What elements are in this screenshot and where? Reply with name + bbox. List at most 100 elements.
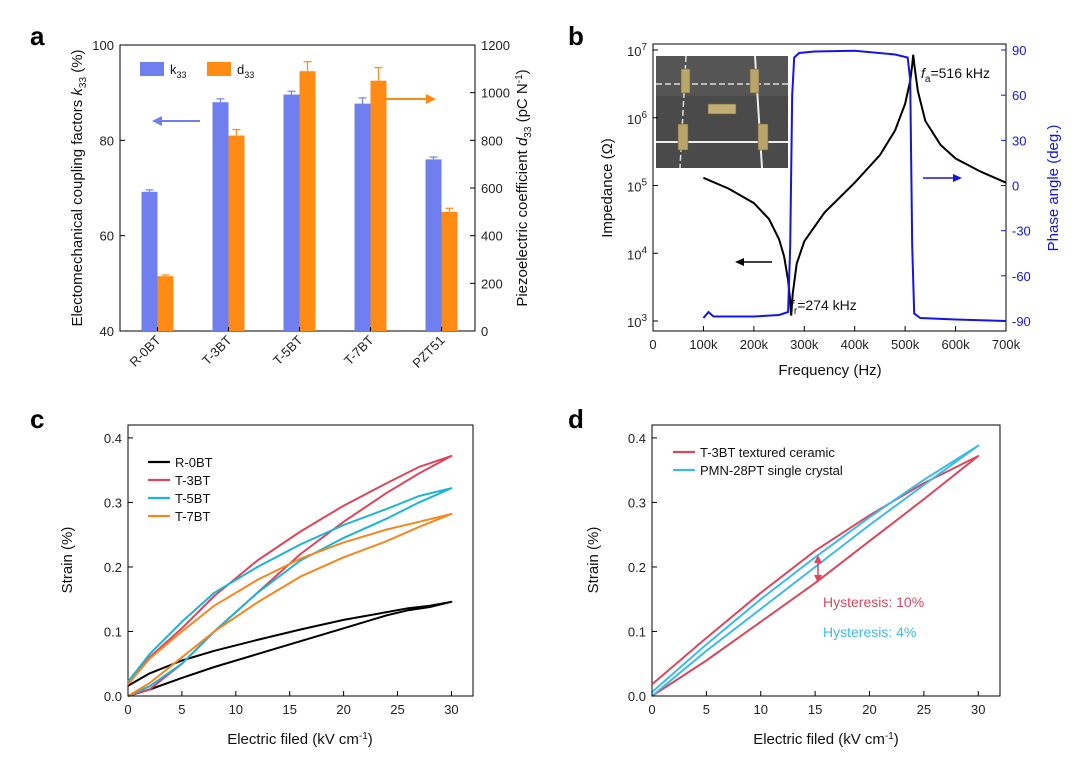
ytick-left-label-80: 80 <box>100 133 114 148</box>
xtick-label-600k: 600k <box>941 337 970 352</box>
ytick-right-label-1200: 1200 <box>481 38 510 53</box>
panel-d-ylabel: Strain (%) <box>585 527 602 594</box>
annotation-fa: fa=516 kHz <box>921 65 990 85</box>
arrow-left-axis <box>152 116 200 126</box>
xtick-label-300k: 300k <box>790 337 819 352</box>
xtick-label-10: 10 <box>229 702 243 717</box>
bar-k33-T-3BT <box>212 102 229 331</box>
panel-b-ylabel-left: Impedance (Ω) <box>599 138 616 238</box>
ytick-right-label-1000: 1000 <box>481 86 510 101</box>
panel-label-b: b <box>568 21 584 51</box>
xtick-label-15: 15 <box>808 702 822 717</box>
xtick-label-400k: 400k <box>841 337 870 352</box>
bar-k33-PZT51 <box>425 159 442 331</box>
ytick-label-0.4: 0.4 <box>104 431 122 446</box>
ytick-right-label--90: -90 <box>1012 314 1031 329</box>
panel-a-bars <box>141 61 458 331</box>
panel-c-ylabel: Strain (%) <box>59 527 76 594</box>
panel-d-axes: 0 5 10 15 20 25 30 0.0 0.1 0.2 0.3 0.4 <box>628 431 986 717</box>
panel-a: a R-0BT T-3BT T-5BT T-7BT PZT514060801000200… <box>30 21 534 371</box>
panel-d-plot <box>651 444 980 697</box>
xtick-label-25: 25 <box>390 702 404 717</box>
ytick-left-label-1e3: 103 <box>627 313 647 330</box>
bar-d33-T-5BT <box>299 71 316 331</box>
xtick-label-700k: 700k <box>992 337 1021 352</box>
bar-k33-T-5BT <box>283 94 300 331</box>
ytick-left-label-1e6: 106 <box>627 110 647 127</box>
ytick-left-label-100: 100 <box>92 38 114 53</box>
ytick-right-label-200: 200 <box>481 276 503 291</box>
panel-b-axes: 0 100k 200k 300k 400k 500k 600k 700k 103 104 105 10… <box>627 42 1031 352</box>
ytick-left-label-1e7: 107 <box>627 42 647 59</box>
ytick-label-0.4: 0.4 <box>628 431 646 446</box>
ytick-label-0.3: 0.3 <box>628 495 646 510</box>
arrow-phase <box>923 174 962 182</box>
legend-label-R-0BT: R-0BT <box>175 455 213 470</box>
legend-label-PMN-28PT-single-crystal: PMN-28PT single crystal <box>700 463 843 478</box>
panel-c: c 0 5 10 15 20 25 30 0.0 0.1 0.2 0.3 0.4 R-0BT T-3BT… <box>30 404 474 748</box>
xtick-label-0: 0 <box>648 702 655 717</box>
ytick-right-label-30: 30 <box>1012 133 1026 148</box>
xtick-label-T-5BT: T-5BT <box>270 332 306 368</box>
panel-d-xlabel: Electric filed (kV cm-1) <box>753 731 899 748</box>
panel-b-xlabel: Frequency (Hz) <box>778 362 881 379</box>
legend-swatch-d33 <box>207 62 231 76</box>
panel-a-ylabel-right: Piezoelectric coefficient d33 (pC N-1) <box>514 69 534 306</box>
ytick-right-label-60: 60 <box>1012 88 1026 103</box>
panel-b: b 0 100k 200k 300k 400k 500k 600k 700k 103 104 105… <box>568 21 1062 379</box>
xtick-label-200k: 200k <box>740 337 769 352</box>
panel-c-axes: 0 5 10 15 20 25 30 0.0 0.1 0.2 0.3 0.4 <box>104 431 459 717</box>
loop-T-3BT-textured-ceramic <box>651 455 980 697</box>
loop-R-0BT <box>127 600 453 697</box>
xtick-label-25: 25 <box>917 702 931 717</box>
xtick-label-T-7BT: T-7BT <box>341 332 377 368</box>
hysteresis-arrow <box>814 555 822 583</box>
ytick-label-0.3: 0.3 <box>104 495 122 510</box>
xtick-label-5: 5 <box>178 702 185 717</box>
panel-b-ylabel-right: Phase angle (deg.) <box>1045 125 1062 252</box>
xtick-label-20: 20 <box>336 702 350 717</box>
ytick-right-label-0: 0 <box>481 324 488 339</box>
loop-PMN-28PT-single-crystal <box>651 444 980 697</box>
xtick-label-0: 0 <box>124 702 131 717</box>
legend-label-T-5BT: T-5BT <box>175 491 210 506</box>
xtick-label-PZT51: PZT51 <box>409 333 447 371</box>
ytick-left-label-40: 40 <box>100 324 114 339</box>
xtick-label-100k: 100k <box>689 337 718 352</box>
ytick-right-label-600: 600 <box>481 181 503 196</box>
legend-label-T-3BT: T-3BT <box>175 473 210 488</box>
xtick-label-10: 10 <box>754 702 768 717</box>
ytick-right-label-400: 400 <box>481 229 503 244</box>
panel-c-plot <box>127 455 453 697</box>
panel-b-plot <box>702 49 1007 322</box>
ytick-right-label-800: 800 <box>481 133 503 148</box>
ytick-left-label-60: 60 <box>100 229 114 244</box>
annotation-fr: fr=274 kHz <box>790 297 857 317</box>
legend-label-k33: k33 <box>170 62 187 80</box>
bar-d33-T-3BT <box>228 135 245 331</box>
panel-c-legend: R-0BT T-3BT T-5BT T-7BT <box>148 455 213 524</box>
bar-k33-R-0BT <box>141 191 158 331</box>
ytick-label-0.1: 0.1 <box>104 624 122 639</box>
arrow-impedance <box>735 258 772 266</box>
annotation-hysteresis-10: Hysteresis: 10% <box>823 594 924 610</box>
ytick-label-0.1: 0.1 <box>628 624 646 639</box>
xtick-label-500k: 500k <box>891 337 920 352</box>
ytick-left-label-1e5: 105 <box>627 178 647 195</box>
xtick-label-5: 5 <box>703 702 710 717</box>
legend-label-T-3BT-textured-ceramic: T-3BT textured ceramic <box>700 445 835 460</box>
xtick-label-R-0BT: R-0BT <box>126 332 163 369</box>
xtick-label-T-3BT: T-3BT <box>199 332 235 368</box>
annotation-hysteresis-4: Hysteresis: 4% <box>823 624 916 640</box>
inset-photo <box>656 55 788 169</box>
legend-label-d33: d33 <box>237 62 254 80</box>
xtick-label-30: 30 <box>444 702 458 717</box>
ytick-left-label-1e4: 104 <box>627 245 647 262</box>
panel-d-legend: T-3BT textured ceramic PMN-28PT single cr… <box>673 445 843 478</box>
phase-line <box>702 49 1007 322</box>
bar-d33-PZT51 <box>441 211 458 331</box>
bar-d33-R-0BT <box>157 276 174 331</box>
arrow-right-axis <box>385 94 436 104</box>
panel-a-ylabel-left: Electomechanical coupling factors k33 (%… <box>69 49 89 326</box>
